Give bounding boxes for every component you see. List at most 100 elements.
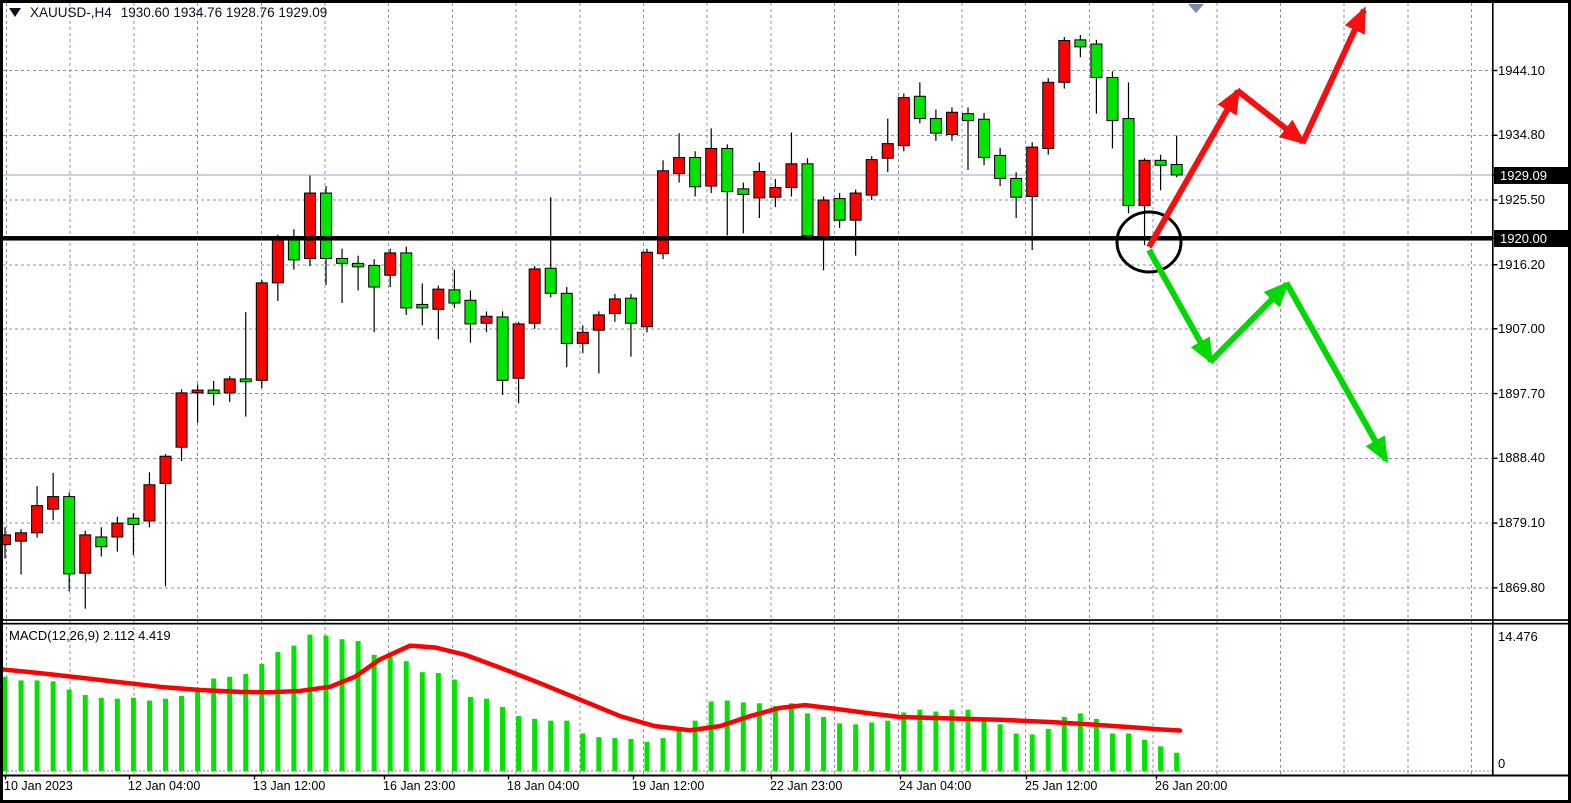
candle-body xyxy=(320,192,332,259)
candle-body xyxy=(544,267,557,294)
candle-body xyxy=(1170,163,1183,176)
candle-body xyxy=(368,264,381,288)
candle-body xyxy=(207,389,220,395)
price-axis-label: 1907.00 xyxy=(1498,320,1545,336)
price-axis-label: 1944.10 xyxy=(1498,62,1545,78)
macd-histogram-bar xyxy=(1013,733,1019,771)
macd-histogram-bar xyxy=(1077,713,1083,771)
macd-histogram-bar xyxy=(772,706,778,771)
candle-body xyxy=(994,154,1007,179)
candle-body xyxy=(496,316,509,381)
bearish-forecast-arrow[interactable] xyxy=(1284,282,1389,464)
macd-histogram-bar xyxy=(451,679,457,771)
entry-circle-annotation[interactable] xyxy=(1115,210,1183,274)
candle-body xyxy=(1138,159,1151,207)
macd-histogram-bar xyxy=(243,674,249,771)
price-axis-line xyxy=(1492,3,1494,775)
price-axis-label: 1916.20 xyxy=(1498,256,1545,272)
candle-body xyxy=(127,517,140,525)
bearish-forecast-arrow[interactable] xyxy=(1208,281,1290,364)
candle-body xyxy=(111,522,124,538)
macd-histogram-bar xyxy=(821,717,827,771)
macd-histogram-bar xyxy=(965,709,971,771)
candle-body xyxy=(689,157,702,188)
macd-histogram-bar xyxy=(1029,734,1035,771)
candle-body xyxy=(785,163,798,188)
price-highlight-badge: 1920.00 xyxy=(1494,229,1571,247)
candle-body xyxy=(336,257,349,264)
scroll-to-end-marker-icon[interactable] xyxy=(1188,4,1204,13)
candle-body xyxy=(1090,43,1103,78)
macd-histogram-bar xyxy=(307,634,313,771)
candle-body xyxy=(929,118,942,134)
candle-body xyxy=(31,505,44,534)
macd-histogram-bar xyxy=(724,700,730,771)
macd-histogram-bar xyxy=(82,695,88,771)
candle-body xyxy=(79,534,92,574)
time-axis-separator xyxy=(0,774,1571,777)
candle-body xyxy=(175,392,188,448)
time-axis-label: 12 Jan 04:00 xyxy=(128,779,201,793)
candle-body xyxy=(448,289,461,304)
macd-histogram-bar xyxy=(387,652,393,771)
macd-histogram-bar xyxy=(211,678,217,771)
macd-histogram-bar xyxy=(740,702,746,771)
macd-histogram-bar xyxy=(869,722,875,771)
bullish-forecast-arrow[interactable] xyxy=(1300,6,1367,144)
macd-histogram-bar xyxy=(130,697,136,771)
macd-histogram-bar xyxy=(18,680,24,771)
macd-histogram-bar xyxy=(275,652,281,771)
candle-body xyxy=(223,378,236,394)
macd-histogram-bar xyxy=(548,720,554,771)
macd-histogram-bar xyxy=(1045,728,1051,771)
candle-body xyxy=(833,198,846,221)
macd-histogram-bar xyxy=(1158,746,1164,771)
macd-histogram-bar xyxy=(1142,739,1148,771)
price-axis-label: 1925.50 xyxy=(1498,192,1545,207)
macd-histogram-bar xyxy=(114,698,120,771)
candle-body xyxy=(769,186,782,198)
macd-histogram-bar xyxy=(788,703,794,771)
macd-histogram-bar xyxy=(708,701,714,771)
candle-body xyxy=(303,192,316,259)
time-axis-label: 24 Jan 04:00 xyxy=(899,779,972,793)
macd-histogram-bar xyxy=(2,676,8,771)
macd-histogram-bar xyxy=(323,635,329,771)
macd-histogram-bar xyxy=(853,724,859,771)
candle-body xyxy=(1042,81,1055,149)
candle-body xyxy=(657,170,670,255)
candle-body xyxy=(592,314,605,331)
bullish-forecast-arrow[interactable] xyxy=(1236,88,1307,145)
symbol-marker-icon xyxy=(9,8,21,17)
candle-body xyxy=(849,192,862,221)
candle-body xyxy=(945,111,958,136)
candle-body xyxy=(865,159,878,196)
candle-body xyxy=(0,534,11,546)
candle-body xyxy=(673,157,686,175)
macd-histogram-bar xyxy=(355,641,361,771)
candle-body xyxy=(624,297,637,324)
candle-body xyxy=(416,303,429,309)
symbol-timeframe: XAUUSD-,H4 xyxy=(30,5,112,20)
candle-body xyxy=(1122,118,1135,207)
macd-histogram-bar xyxy=(981,718,987,771)
macd-histogram-bar xyxy=(1109,733,1115,771)
time-axis-label: 22 Jan 23:00 xyxy=(770,779,843,793)
candle-body xyxy=(432,288,445,310)
candle-body xyxy=(1058,40,1071,83)
bullish-forecast-arrow[interactable] xyxy=(1146,87,1241,249)
horizontal-line-1920[interactable] xyxy=(3,236,1492,241)
candle-body xyxy=(913,95,926,120)
candle-body xyxy=(1010,177,1023,198)
time-axis-label: 13 Jan 12:00 xyxy=(253,779,326,793)
candle-body xyxy=(1074,39,1087,48)
time-axis-label: 16 Jan 23:00 xyxy=(383,779,456,793)
macd-histogram-bar xyxy=(50,681,56,771)
macd-scale-label: 0 xyxy=(1498,756,1506,771)
candle-body xyxy=(560,292,573,344)
bearish-forecast-arrow[interactable] xyxy=(1146,248,1214,365)
candle-body xyxy=(63,496,76,575)
macd-histogram-bar xyxy=(596,737,602,771)
